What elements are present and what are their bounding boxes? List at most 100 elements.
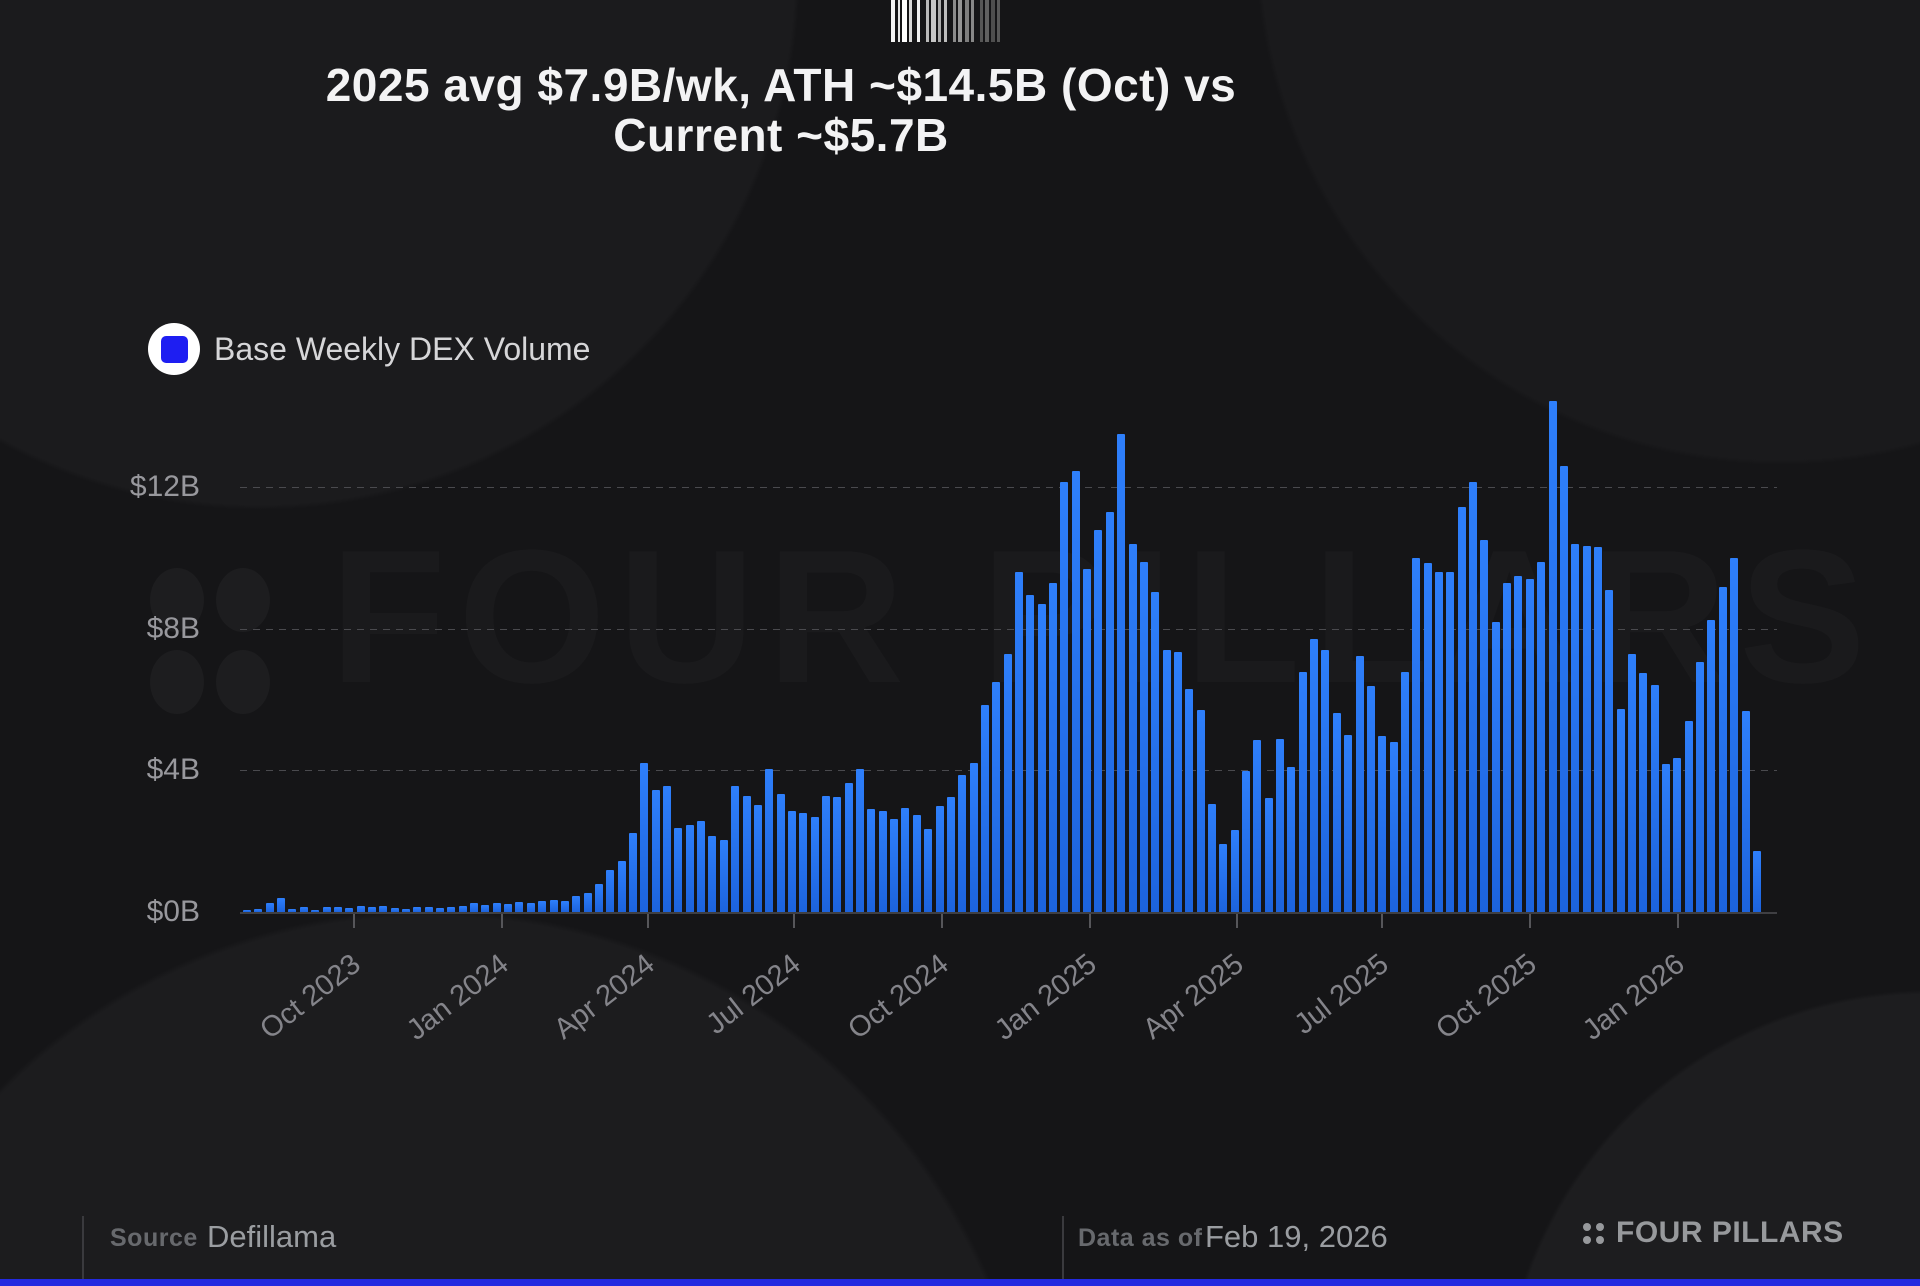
bar bbox=[912, 814, 921, 912]
bar bbox=[1276, 739, 1284, 912]
bar bbox=[481, 904, 490, 912]
bar bbox=[583, 892, 592, 912]
bar bbox=[878, 811, 887, 912]
gridline bbox=[240, 628, 1777, 630]
bar bbox=[980, 704, 989, 912]
bar bbox=[549, 899, 558, 912]
bar bbox=[1525, 579, 1534, 912]
legend-swatch-square bbox=[160, 335, 188, 363]
bar bbox=[288, 909, 297, 912]
bar bbox=[254, 908, 263, 912]
bar bbox=[1378, 735, 1387, 912]
bar bbox=[367, 907, 376, 912]
bar bbox=[1253, 740, 1262, 912]
bar bbox=[640, 763, 649, 912]
bar bbox=[1389, 741, 1398, 912]
bar bbox=[1185, 689, 1194, 912]
watermark-dot-icon bbox=[216, 650, 270, 714]
bar bbox=[890, 818, 899, 912]
four-pillars-logo-icon bbox=[1583, 1222, 1604, 1244]
bar bbox=[1026, 594, 1035, 912]
bar bbox=[1605, 589, 1614, 912]
bar bbox=[436, 907, 444, 912]
bar bbox=[1049, 582, 1057, 912]
bar bbox=[526, 903, 535, 912]
bar bbox=[1287, 766, 1296, 912]
source-value: Defillama bbox=[207, 1219, 337, 1254]
bar bbox=[856, 769, 864, 912]
bar bbox=[799, 812, 808, 912]
x-axis-line bbox=[240, 912, 1777, 914]
bar bbox=[345, 907, 354, 912]
bar bbox=[617, 861, 626, 912]
bar bbox=[1537, 561, 1546, 912]
bar bbox=[1559, 466, 1568, 912]
bar bbox=[708, 836, 717, 912]
bar bbox=[697, 820, 706, 912]
bar bbox=[1730, 558, 1739, 912]
bar bbox=[1684, 721, 1693, 912]
bar bbox=[1173, 651, 1182, 912]
bar bbox=[1503, 582, 1512, 912]
bar bbox=[1230, 829, 1239, 912]
bar bbox=[1707, 620, 1716, 912]
bar bbox=[424, 906, 433, 912]
chart-title: 2025 avg $7.9B/wk, ATH ~$14.5B (Oct) vs … bbox=[0, 60, 1562, 160]
bar bbox=[1696, 662, 1705, 912]
bar bbox=[401, 908, 410, 912]
bar bbox=[390, 907, 399, 912]
footer-divider bbox=[82, 1216, 84, 1286]
four-pillars-brand: FOUR PILLARS bbox=[1583, 1216, 1844, 1250]
bar bbox=[1083, 568, 1091, 912]
bar bbox=[685, 824, 694, 912]
bar bbox=[753, 805, 762, 912]
bar bbox=[1264, 798, 1273, 912]
bar bbox=[470, 903, 478, 912]
bar bbox=[1662, 763, 1670, 912]
bar bbox=[1423, 563, 1432, 912]
bar bbox=[1571, 543, 1580, 912]
bar bbox=[299, 906, 308, 912]
bar bbox=[935, 806, 944, 912]
bar bbox=[776, 794, 785, 912]
x-axis-tick bbox=[646, 914, 649, 928]
bar bbox=[742, 796, 751, 912]
y-axis-label: $12B bbox=[129, 470, 200, 504]
bar bbox=[1139, 561, 1148, 912]
bar bbox=[1310, 639, 1319, 912]
bar bbox=[1718, 587, 1727, 912]
bar bbox=[594, 883, 603, 912]
bar bbox=[1639, 673, 1648, 912]
bar bbox=[572, 896, 581, 912]
bar bbox=[1548, 400, 1557, 912]
bar bbox=[1003, 653, 1012, 912]
bar bbox=[867, 809, 876, 912]
bar bbox=[765, 769, 774, 912]
barcode-icon bbox=[891, 0, 1031, 42]
chart-title-line1: 2025 avg $7.9B/wk, ATH ~$14.5B (Oct) vs bbox=[325, 59, 1237, 111]
bar bbox=[719, 839, 728, 912]
bar bbox=[1128, 543, 1137, 912]
bar bbox=[810, 817, 819, 912]
y-axis-label: $0B bbox=[146, 895, 200, 928]
bar bbox=[1117, 434, 1126, 912]
bar bbox=[1162, 650, 1171, 912]
bar bbox=[1332, 713, 1341, 912]
watermark-dot-icon bbox=[150, 650, 204, 714]
bar bbox=[822, 795, 830, 912]
bar bbox=[958, 775, 967, 912]
bar bbox=[1366, 685, 1375, 912]
x-axis-tick bbox=[1677, 914, 1680, 928]
data-as-of-value: Feb 19, 2026 bbox=[1205, 1219, 1388, 1254]
bar bbox=[1400, 671, 1409, 912]
source-label: Source bbox=[110, 1224, 198, 1252]
x-axis-tick bbox=[1528, 914, 1531, 928]
bar bbox=[787, 810, 796, 912]
bar bbox=[458, 905, 467, 912]
x-axis-tick bbox=[352, 914, 355, 928]
bar bbox=[492, 903, 501, 912]
x-axis-tick bbox=[501, 914, 504, 928]
bar bbox=[333, 906, 342, 912]
bar bbox=[504, 904, 513, 912]
